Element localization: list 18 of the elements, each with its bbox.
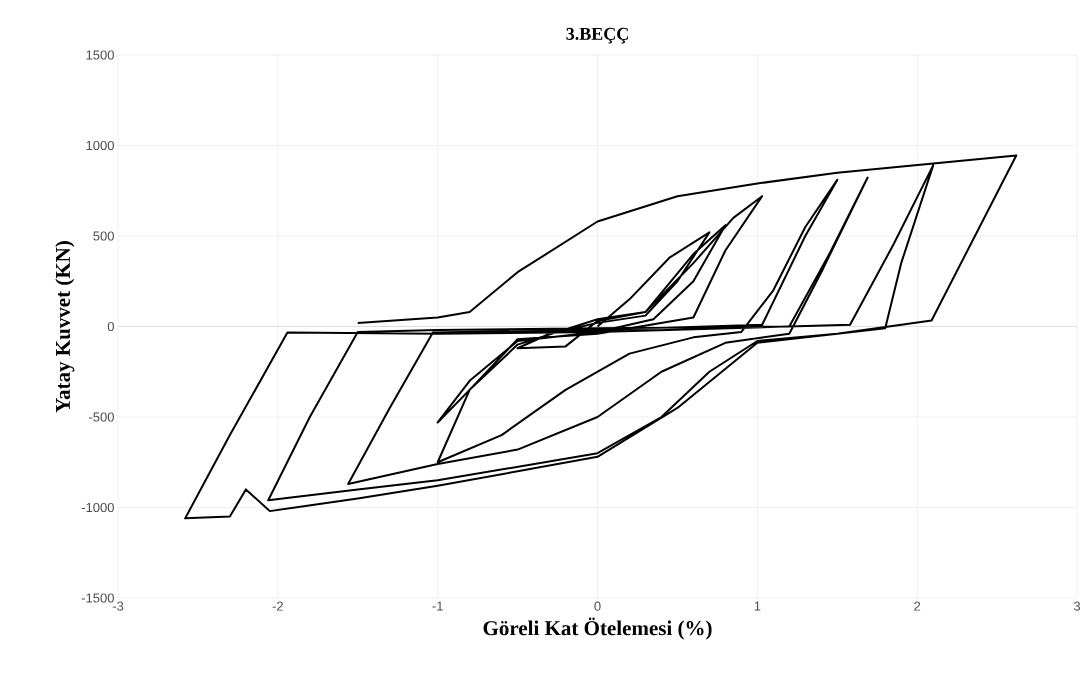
x-tick-label: -3 xyxy=(112,601,124,611)
y-tick-label: -1500 xyxy=(81,593,114,603)
y-tick-label: -1000 xyxy=(81,502,114,513)
y-tick-label: 1000 xyxy=(86,140,114,151)
y-tick-label: 500 xyxy=(93,231,114,241)
y-tick-label: 1500 xyxy=(86,50,114,60)
y-axis-title: Yatay Kuvvet (KN) xyxy=(55,241,75,413)
y-tick-label: -500 xyxy=(89,412,114,422)
x-tick-label: 0 xyxy=(594,601,601,611)
line-series xyxy=(184,154,1018,520)
chart-title: 3.BEÇÇ xyxy=(566,27,628,44)
x-tick-label: 1 xyxy=(754,601,761,611)
y-tick-label: 0 xyxy=(107,321,114,332)
x-tick-label: -2 xyxy=(272,601,283,611)
x-axis-title: Göreli Kat Ötelemesi (%) xyxy=(483,617,712,640)
x-tick-label: 2 xyxy=(914,601,921,611)
x-tick-label: 3 xyxy=(1073,601,1081,611)
x-tick-label: -1 xyxy=(432,601,443,611)
